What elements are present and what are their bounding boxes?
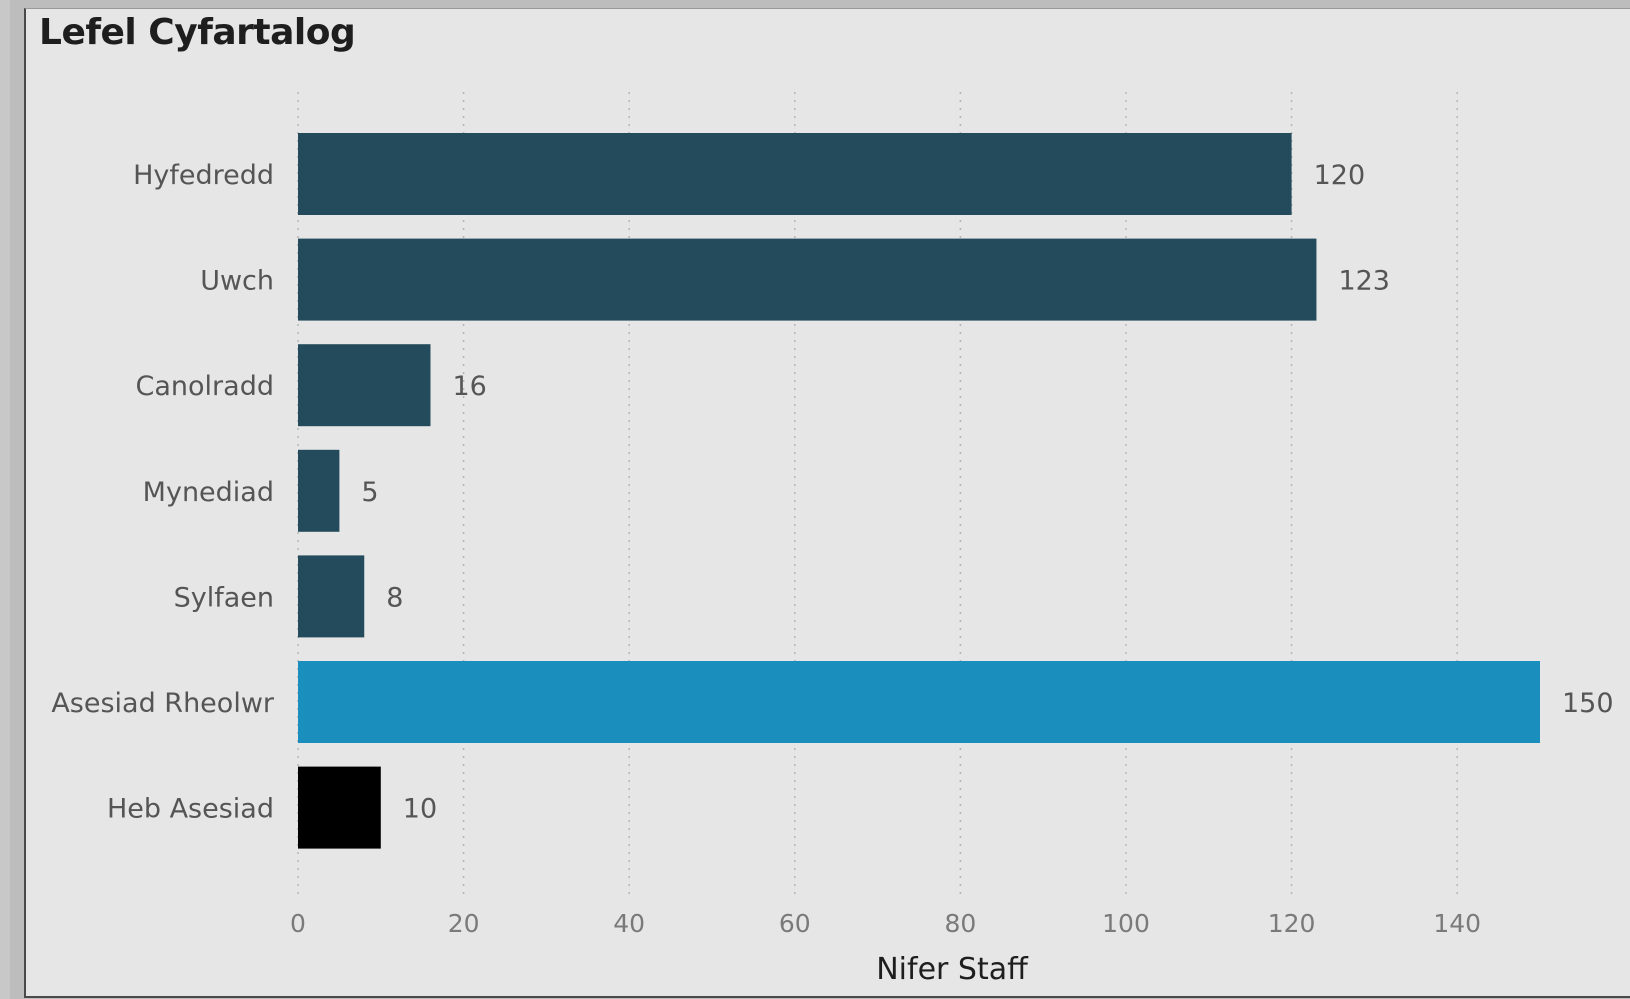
data-label: 5: [361, 477, 378, 508]
bar[interactable]: [298, 661, 1540, 743]
bars: [298, 133, 1540, 849]
data-label: 123: [1338, 266, 1390, 297]
bar[interactable]: [298, 238, 1317, 321]
data-label: 150: [1562, 688, 1614, 719]
data-label: 120: [1314, 160, 1366, 191]
category-label: Hyfedredd: [133, 160, 274, 191]
bar[interactable]: [298, 344, 431, 427]
category-label: Heb Asesiad: [107, 794, 274, 825]
data-label: 8: [386, 582, 403, 613]
bar[interactable]: [298, 766, 381, 849]
bar[interactable]: [298, 133, 1292, 215]
x-axis-title: Nifer Staff: [876, 952, 1029, 987]
category-label: Uwch: [200, 266, 274, 297]
chart-title: Lefel Cyfartalog: [39, 12, 356, 53]
x-tick-label: 120: [1268, 909, 1316, 938]
bar[interactable]: [298, 449, 340, 532]
bar[interactable]: [298, 555, 365, 638]
x-tick-label: 40: [613, 909, 645, 938]
x-tick-label: 140: [1433, 909, 1481, 938]
x-tick-label: 100: [1102, 909, 1150, 938]
x-tick-label: 60: [779, 909, 811, 938]
x-axis-ticks: 0 20 40 60 80 100 120 140: [290, 909, 1481, 938]
data-label: 16: [452, 371, 486, 402]
data-label: 10: [403, 794, 437, 825]
x-tick-label: 20: [448, 909, 480, 938]
category-label: Asesiad Rheolwr: [51, 688, 275, 719]
x-tick-label: 80: [944, 909, 976, 938]
labels: Hyfedredd 120 Uwch 123 Canolradd 16 Mynediad 5 S…: [51, 160, 1613, 825]
x-tick-label: 0: [290, 909, 306, 938]
category-label: Sylfaen: [174, 582, 274, 613]
category-label: Mynediad: [143, 477, 274, 508]
category-label: Canolradd: [136, 371, 274, 402]
